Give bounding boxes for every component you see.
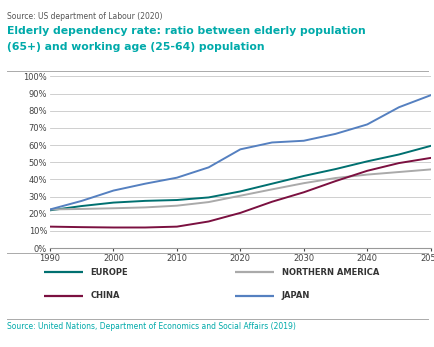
Text: NORTHERN AMERICA: NORTHERN AMERICA: [281, 268, 378, 277]
Text: JAPAN: JAPAN: [281, 291, 309, 300]
Text: Elderly dependency rate: ratio between elderly population: Elderly dependency rate: ratio between e…: [7, 26, 365, 36]
Text: EUROPE: EUROPE: [90, 268, 128, 277]
Text: CHINA: CHINA: [90, 291, 120, 300]
Text: (65+) and working age (25-64) population: (65+) and working age (25-64) population: [7, 42, 263, 52]
Text: Source: United Nations, Department of Economics and Social Affairs (2019): Source: United Nations, Department of Ec…: [7, 322, 295, 331]
Text: Source: US department of Labour (2020): Source: US department of Labour (2020): [7, 12, 161, 21]
